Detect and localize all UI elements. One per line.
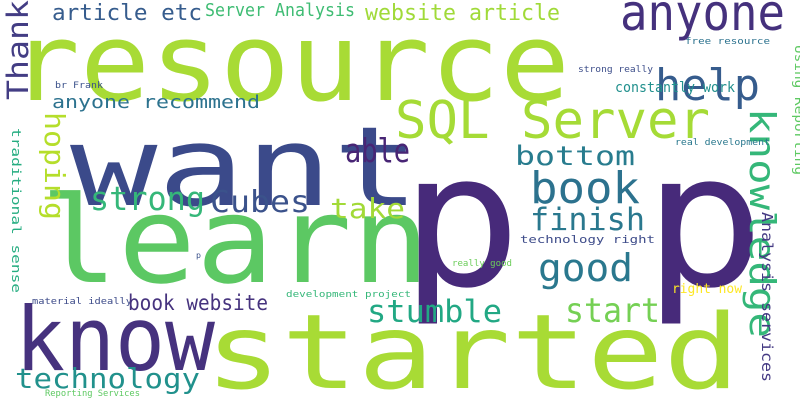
word-thank: Thank bbox=[1, 0, 35, 100]
word-book: book bbox=[530, 163, 640, 214]
word-learn: learn bbox=[40, 172, 430, 311]
word-know: know bbox=[15, 288, 215, 391]
word-free-resource: free resource bbox=[685, 37, 770, 47]
word-technology-right: technology right bbox=[520, 233, 655, 246]
word-website-article: website article bbox=[365, 1, 560, 26]
word-p: p bbox=[196, 251, 201, 260]
word-article-etc: article etc bbox=[52, 1, 202, 26]
word-p-p: p p bbox=[400, 113, 765, 329]
word-resource: resource bbox=[10, 1, 570, 126]
word-able: able bbox=[345, 131, 410, 170]
word-analysis-services: Analysis services bbox=[758, 212, 776, 382]
word-technology: technology bbox=[15, 362, 200, 395]
word-material-ideally: material ideally bbox=[32, 297, 133, 307]
word-good: good bbox=[538, 246, 633, 290]
word-strong-really: strong really bbox=[578, 65, 654, 75]
word-anyone: anyone bbox=[620, 0, 785, 42]
word-traditional-sense: traditional sense bbox=[9, 128, 23, 293]
word-help: help bbox=[655, 60, 760, 111]
word-really-good: really good bbox=[452, 259, 512, 269]
word-start: start bbox=[565, 291, 660, 331]
word-take: take bbox=[330, 192, 405, 225]
word-bottom: bottom bbox=[515, 141, 635, 172]
word-started: started bbox=[205, 293, 740, 400]
word-finish: finish bbox=[530, 202, 645, 238]
word-anyone-recommend: anyone recommend bbox=[52, 92, 260, 113]
word-server-analysis: Server Analysis bbox=[205, 0, 355, 21]
word-real-development: real development bbox=[675, 138, 770, 148]
word-stumble: stumble bbox=[367, 294, 502, 330]
word-sql-server: SQL Server bbox=[395, 91, 710, 151]
word-knowledge: knowledge bbox=[741, 108, 782, 338]
word-development-project: development project bbox=[286, 290, 411, 300]
word-strong: strong bbox=[90, 179, 205, 218]
word-reporting-services: Reporting Services bbox=[45, 389, 140, 399]
word-want: want bbox=[70, 103, 420, 231]
word-cubes: Cubes bbox=[210, 185, 310, 220]
word-br-frank: br Frank bbox=[55, 81, 104, 91]
word-book-website: book website bbox=[128, 291, 268, 315]
word-constantly-work: constantly work bbox=[615, 80, 736, 96]
word-using-reporting: Using Reporting bbox=[791, 45, 800, 175]
word-hoping: hoping bbox=[38, 112, 71, 220]
word-right-now: right now bbox=[672, 282, 742, 297]
